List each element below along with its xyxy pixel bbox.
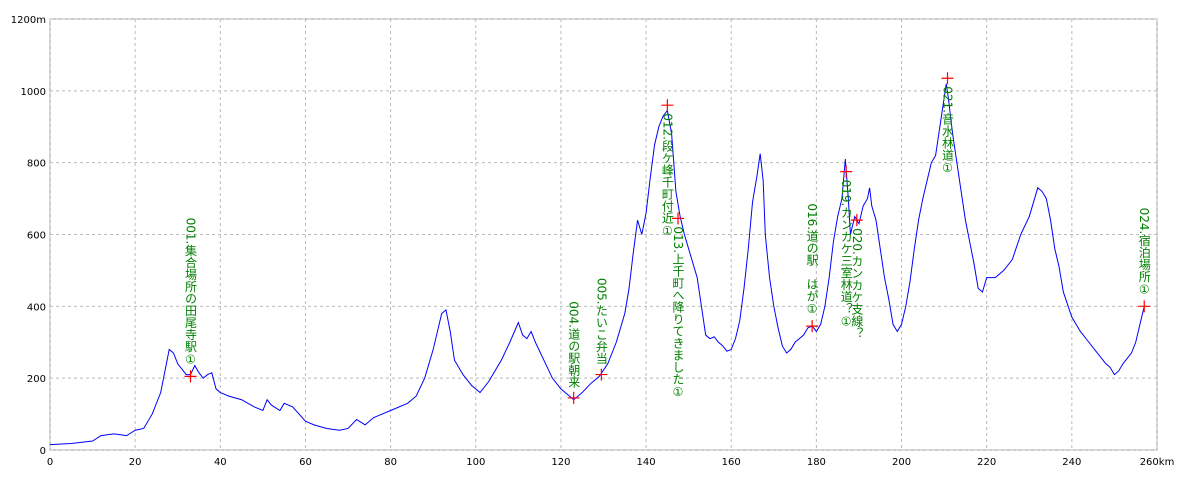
waypoint-label: 005.たいこ弁当 [594,278,608,365]
waypoint-marker [941,72,954,85]
x-tick-label: 180 [807,457,826,468]
y-tick-label: 1200m [11,15,46,26]
waypoint-marker [184,370,197,383]
y-tick-label: 400 [27,302,46,313]
elevation-line [49,83,1145,446]
x-tick-label: 80 [384,457,397,468]
x-tick-label: 160 [722,457,741,468]
waypoint-marker [840,165,853,178]
x-tick-label: 200 [892,457,911,468]
y-tick-label: 1000 [21,87,46,98]
waypoint-marker [1138,300,1151,313]
waypoint-label: 012.段ケ峰千町付近① [660,113,674,238]
x-tick-label: 20 [129,457,142,468]
x-tick-label: 260km [1140,457,1175,468]
waypoint-label: 016.道の駅 はが① [805,203,819,316]
waypoint-label: 019.カンカケ三室林道？① [839,180,853,329]
waypoint-marker [595,368,608,381]
waypoint-marker [850,214,863,227]
x-tick-label: 60 [299,457,312,468]
x-tick-label: 120 [551,457,570,468]
waypoint-marker [672,212,685,225]
waypoint-label: 024.宿泊場所① [1137,208,1151,297]
waypoint-marker [661,99,674,112]
y-tick-label: 600 [27,231,46,242]
x-tick-label: 220 [977,457,996,468]
y-tick-label: 0 [40,446,46,457]
waypoint-label: 001.集合場所の田尾寺駅① [184,218,198,367]
x-tick-label: 40 [214,457,227,468]
x-tick-label: 140 [637,457,656,468]
waypoint-marker [567,391,580,404]
x-tick-label: 100 [466,457,485,468]
waypoint-label: 004.道の駅朝来 [567,301,581,388]
x-tick-label: 240 [1062,457,1081,468]
y-tick-label: 800 [27,159,46,170]
y-tick-label: 200 [27,374,46,385]
waypoint-marker [806,320,819,333]
x-tick-label: 0 [47,457,53,468]
waypoint-label: 020.カンカケ支線？ [850,228,864,339]
waypoint-label: 013.上千町へ降りてきました① [671,226,685,399]
waypoint-label: 021.音水林道① [941,86,955,175]
